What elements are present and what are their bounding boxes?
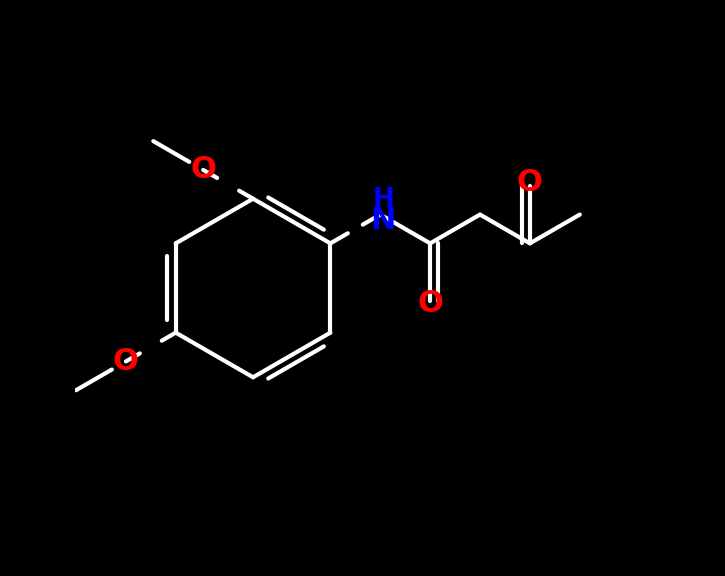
Text: O: O [417,289,443,319]
Text: H: H [372,187,394,213]
Text: O: O [113,347,138,376]
Text: N: N [370,206,396,235]
Text: O: O [517,168,543,198]
Text: O: O [190,156,216,184]
